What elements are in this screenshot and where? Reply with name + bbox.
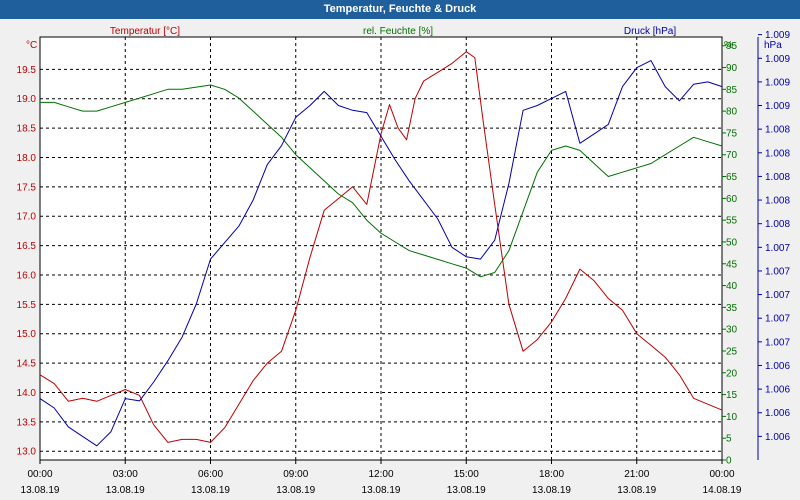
right-tick-label: 1.009 bbox=[765, 77, 790, 88]
humidity-line bbox=[40, 84, 723, 278]
right-tick-label: 1.009 bbox=[765, 30, 790, 41]
series-lines bbox=[39, 51, 723, 447]
middle-tick-label: 0 bbox=[726, 456, 732, 467]
right-tick-label: 1.006 bbox=[765, 432, 790, 443]
x-tick-date: 13.08.19 bbox=[276, 485, 315, 496]
middle-tick-label: 30 bbox=[726, 325, 738, 336]
x-tick-date: 13.08.19 bbox=[447, 485, 486, 496]
left-tick-label: 13.0 bbox=[17, 447, 37, 458]
middle-tick-label: 55 bbox=[726, 216, 738, 227]
left-tick-label: 13.5 bbox=[17, 417, 37, 428]
middle-tick-label: 25 bbox=[726, 346, 738, 357]
middle-tick-label: 20 bbox=[726, 368, 738, 379]
left-tick-label: 17.5 bbox=[17, 182, 37, 193]
right-tick-label: 1.007 bbox=[765, 266, 790, 277]
middle-axis-ticks: 0 5 10 15 20 25 30 35 40 45 50 55 60 65 70 75 80 85 90 95 bbox=[722, 41, 738, 467]
middle-tick-label: 50 bbox=[726, 237, 738, 248]
middle-tick-label: 95 bbox=[726, 41, 738, 52]
x-tick-date: 13.08.19 bbox=[191, 485, 230, 496]
right-tick-label: 1.008 bbox=[765, 172, 790, 183]
middle-tick-label: 90 bbox=[726, 63, 738, 74]
left-tick-label: 14.5 bbox=[17, 359, 37, 370]
left-tick-label: 19.5 bbox=[17, 65, 37, 76]
right-tick-label: 1.008 bbox=[765, 148, 790, 159]
x-tick-time: 00:00 bbox=[709, 469, 734, 480]
middle-tick-label: 5 bbox=[726, 434, 732, 445]
middle-tick-label: 40 bbox=[726, 281, 738, 292]
grid-lines bbox=[40, 37, 722, 460]
x-tick-date: 13.08.19 bbox=[362, 485, 401, 496]
middle-tick-label: 85 bbox=[726, 85, 738, 96]
right-tick-label: 1.008 bbox=[765, 196, 790, 207]
left-tick-label: 16.5 bbox=[17, 241, 37, 252]
legend-pressure: Druck [hPa] bbox=[624, 26, 676, 37]
right-tick-label: 1.008 bbox=[765, 219, 790, 230]
x-tick-date: 13.08.19 bbox=[106, 485, 145, 496]
right-tick-label: 1.007 bbox=[765, 243, 790, 254]
left-tick-label: 15.0 bbox=[17, 329, 37, 340]
right-axis-ticks: 1.006 1.006 1.006 1.006 1.007 1.007 1.007 1.007… bbox=[757, 30, 790, 460]
middle-tick-label: 45 bbox=[726, 259, 738, 270]
right-tick-label: 1.009 bbox=[765, 54, 790, 65]
middle-tick-label: 80 bbox=[726, 107, 738, 118]
left-tick-label: 18.0 bbox=[17, 153, 37, 164]
x-axis-ticks: 00:00 13.08.19 03:00 13.08.19 06:00 13.08.19 0… bbox=[21, 460, 742, 496]
x-tick-time: 03:00 bbox=[113, 469, 138, 480]
x-tick-time: 21:00 bbox=[624, 469, 649, 480]
left-tick-label: 17.0 bbox=[17, 212, 37, 223]
x-tick-date: 13.08.19 bbox=[617, 485, 656, 496]
left-tick-label: 18.5 bbox=[17, 124, 37, 135]
middle-tick-label: 65 bbox=[726, 172, 738, 183]
left-tick-label: 14.0 bbox=[17, 388, 37, 399]
middle-tick-label: 15 bbox=[726, 390, 738, 401]
right-tick-label: 1.007 bbox=[765, 337, 790, 348]
temperature-line bbox=[39, 51, 723, 443]
middle-tick-label: 75 bbox=[726, 128, 738, 139]
right-tick-label: 1.008 bbox=[765, 125, 790, 136]
x-tick-date: 14.08.19 bbox=[703, 485, 742, 496]
left-tick-label: 16.0 bbox=[17, 270, 37, 281]
pressure-line bbox=[39, 60, 723, 447]
chart-title: Temperatur, Feuchte & Druck bbox=[0, 0, 800, 19]
right-tick-label: 1.007 bbox=[765, 290, 790, 301]
legend-humidity: rel. Feuchte [%] bbox=[363, 26, 433, 37]
x-tick-date: 13.08.19 bbox=[21, 485, 60, 496]
x-tick-time: 09:00 bbox=[283, 469, 308, 480]
x-tick-time: 00:00 bbox=[27, 469, 52, 480]
x-tick-time: 15:00 bbox=[454, 469, 479, 480]
right-tick-label: 1.009 bbox=[765, 101, 790, 112]
left-tick-label: 15.5 bbox=[17, 300, 37, 311]
middle-tick-label: 10 bbox=[726, 412, 738, 423]
left-tick-label: 19.0 bbox=[17, 94, 37, 105]
x-tick-time: 12:00 bbox=[368, 469, 393, 480]
x-tick-time: 18:00 bbox=[539, 469, 564, 480]
right-axis-unit: hPa bbox=[764, 40, 782, 51]
left-axis-ticks: 13.0 13.5 14.0 14.5 15.0 15.5 16.0 16.5 17.0 17.5… bbox=[17, 65, 37, 458]
right-tick-label: 1.007 bbox=[765, 314, 790, 325]
right-tick-label: 1.006 bbox=[765, 408, 790, 419]
right-tick-label: 1.006 bbox=[765, 385, 790, 396]
x-tick-date: 13.08.19 bbox=[532, 485, 571, 496]
middle-tick-label: 60 bbox=[726, 194, 738, 205]
right-tick-label: 1.006 bbox=[765, 361, 790, 372]
middle-axis-unit: % bbox=[724, 40, 733, 51]
left-axis-unit: °C bbox=[26, 40, 37, 51]
middle-tick-label: 70 bbox=[726, 150, 738, 161]
x-tick-time: 06:00 bbox=[198, 469, 223, 480]
middle-tick-label: 35 bbox=[726, 303, 738, 314]
legend-temperature: Temperatur [°C] bbox=[110, 26, 180, 37]
